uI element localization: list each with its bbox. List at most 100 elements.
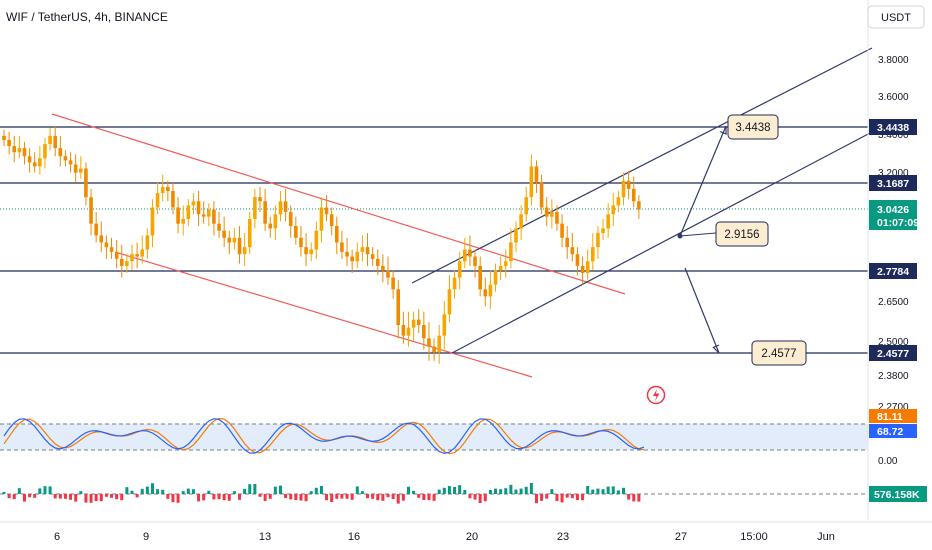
volume-bar: [499, 489, 503, 494]
candle: [329, 214, 334, 227]
alert-icon[interactable]: [646, 385, 666, 405]
candle: [227, 237, 232, 243]
price-callout[interactable]: 3.4438: [727, 114, 779, 140]
currency-button[interactable]: USDT: [867, 5, 925, 29]
volume-bar: [145, 486, 149, 494]
price-callout[interactable]: 2.4577: [751, 340, 807, 366]
volume-bar: [191, 489, 195, 494]
volume-bar: [115, 494, 119, 500]
volume-bar: [43, 486, 47, 494]
volume-bar: [432, 494, 436, 501]
candle: [401, 325, 406, 336]
volume-bar: [581, 494, 585, 501]
candle: [125, 261, 129, 266]
volume-bar: [22, 494, 26, 502]
volume-bar: [637, 494, 641, 502]
volume-bar: [48, 486, 52, 494]
price-callout-text: 2.9156: [724, 229, 759, 241]
volume-bar: [355, 486, 359, 494]
candle: [539, 182, 544, 208]
candle: [253, 197, 257, 219]
volume-bar: [340, 494, 344, 499]
volume-bar: [278, 485, 282, 494]
candle: [273, 214, 278, 229]
volume-bar: [299, 494, 303, 501]
volume-bar: [217, 494, 221, 500]
candle: [304, 247, 308, 255]
price-callout[interactable]: 2.9156: [715, 221, 769, 247]
volume-bar: [335, 494, 339, 499]
volume-bar: [555, 494, 559, 501]
time-tick-label: 9: [143, 531, 149, 543]
stoch-k-tag: 81.11: [869, 409, 917, 423]
candle: [58, 148, 63, 157]
volume-bar: [437, 489, 441, 494]
volume-bar: [504, 488, 508, 494]
volume-bar: [453, 487, 457, 494]
candle: [150, 207, 155, 236]
volume-bar: [150, 483, 154, 494]
candle: [637, 201, 641, 210]
candle: [160, 186, 165, 194]
candle: [27, 156, 32, 163]
candle: [288, 211, 293, 227]
volume-bar: [79, 491, 83, 494]
candle: [201, 214, 206, 217]
level-price-value: 3.4438: [877, 122, 909, 134]
candle: [335, 226, 339, 243]
candle: [43, 144, 47, 159]
candle: [596, 233, 600, 248]
volume-bar: [396, 494, 400, 504]
candle: [79, 168, 83, 173]
volume-bar: [494, 488, 498, 494]
candle: [263, 201, 267, 224]
candle: [7, 139, 11, 147]
candle: [621, 180, 626, 198]
volume-bar: [202, 494, 206, 501]
candle: [114, 251, 119, 259]
candle: [135, 254, 139, 257]
stoch-k-value: 81.11: [877, 411, 903, 423]
candle: [534, 166, 539, 183]
candle: [565, 237, 569, 248]
volume-bar: [632, 494, 636, 502]
price-tick-label: 2.6500: [878, 297, 909, 308]
volume-bar: [207, 490, 211, 494]
candle: [529, 166, 534, 198]
volume-bar: [227, 494, 231, 501]
price-tick-label: 3.6000: [878, 92, 909, 103]
candle: [32, 162, 37, 167]
volume-bar: [401, 494, 405, 501]
candle: [601, 228, 605, 234]
volume-bar: [232, 491, 236, 494]
volume-bar: [53, 494, 57, 499]
price-tick-label: 3.8000: [878, 55, 909, 66]
volume-bar: [611, 486, 615, 494]
volume-bar: [360, 491, 364, 494]
descending-channel-lower: [114, 251, 533, 378]
time-tick-label: 16: [348, 531, 360, 543]
candle: [498, 265, 503, 271]
level-price-value: 3.1687: [877, 178, 909, 190]
volume-bar: [58, 494, 62, 499]
candle: [283, 201, 288, 212]
candle: [580, 265, 585, 273]
candle: [130, 254, 134, 262]
volume-bar: [616, 490, 620, 494]
candle: [560, 223, 564, 238]
volume-bar: [468, 494, 472, 499]
candle: [437, 335, 441, 353]
candle: [268, 223, 273, 229]
candle: [237, 237, 242, 255]
time-tick-label: 23: [557, 531, 569, 543]
candle: [524, 197, 529, 215]
candle: [222, 230, 226, 238]
candle: [22, 148, 27, 157]
candle: [140, 249, 145, 257]
volume-bar: [386, 494, 390, 498]
volume-bar: [417, 494, 421, 498]
candle: [631, 188, 636, 202]
volume-bar: [606, 486, 610, 494]
